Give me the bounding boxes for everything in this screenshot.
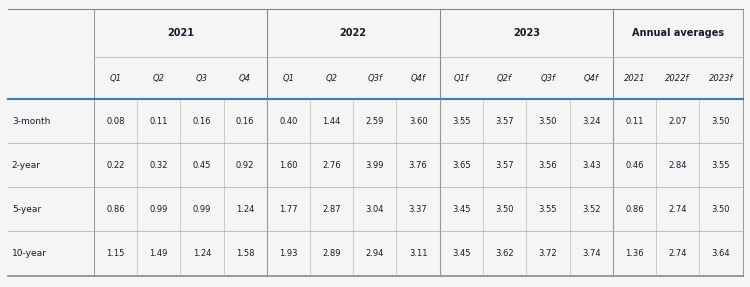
Text: 3.56: 3.56 bbox=[538, 161, 557, 170]
Text: 3.50: 3.50 bbox=[538, 117, 557, 126]
Text: Q4f: Q4f bbox=[584, 73, 598, 82]
Text: 2022: 2022 bbox=[340, 28, 367, 38]
Text: 0.86: 0.86 bbox=[106, 205, 124, 214]
Text: Q1f: Q1f bbox=[454, 73, 469, 82]
Text: 1.24: 1.24 bbox=[193, 249, 211, 258]
Text: 2021: 2021 bbox=[624, 73, 645, 82]
Text: 1.44: 1.44 bbox=[322, 117, 340, 126]
Text: 0.99: 0.99 bbox=[149, 205, 168, 214]
Text: 3.74: 3.74 bbox=[582, 249, 601, 258]
Text: 3.11: 3.11 bbox=[409, 249, 428, 258]
Text: 2021: 2021 bbox=[166, 28, 194, 38]
Text: 0.92: 0.92 bbox=[236, 161, 254, 170]
Text: 1.60: 1.60 bbox=[279, 161, 298, 170]
Text: 3.04: 3.04 bbox=[366, 205, 384, 214]
Text: Q4: Q4 bbox=[239, 73, 251, 82]
Text: 2023: 2023 bbox=[513, 28, 540, 38]
Text: Q1: Q1 bbox=[282, 73, 294, 82]
Text: 0.45: 0.45 bbox=[193, 161, 211, 170]
Text: Q3: Q3 bbox=[196, 73, 208, 82]
Text: Q2: Q2 bbox=[153, 73, 165, 82]
Text: 2.76: 2.76 bbox=[322, 161, 341, 170]
Text: 2023f: 2023f bbox=[709, 73, 733, 82]
Text: 2.89: 2.89 bbox=[322, 249, 340, 258]
Text: 0.16: 0.16 bbox=[193, 117, 211, 126]
Text: 3.60: 3.60 bbox=[409, 117, 428, 126]
Text: 3.50: 3.50 bbox=[495, 205, 514, 214]
Text: 3.50: 3.50 bbox=[712, 205, 730, 214]
Text: 3.57: 3.57 bbox=[495, 161, 514, 170]
Text: 3.57: 3.57 bbox=[495, 117, 514, 126]
Text: 0.99: 0.99 bbox=[193, 205, 211, 214]
Text: Annual averages: Annual averages bbox=[632, 28, 724, 38]
Text: 1.15: 1.15 bbox=[106, 249, 124, 258]
Text: 3.45: 3.45 bbox=[452, 249, 471, 258]
Text: Q2: Q2 bbox=[326, 73, 338, 82]
Text: 3.72: 3.72 bbox=[538, 249, 557, 258]
Text: 1.36: 1.36 bbox=[625, 249, 644, 258]
Text: 1.77: 1.77 bbox=[279, 205, 298, 214]
Text: 3-month: 3-month bbox=[12, 117, 50, 126]
Text: 5-year: 5-year bbox=[12, 205, 41, 214]
Text: Q3f: Q3f bbox=[368, 73, 382, 82]
Text: Q3f: Q3f bbox=[540, 73, 555, 82]
Text: 3.52: 3.52 bbox=[582, 205, 600, 214]
Text: 3.99: 3.99 bbox=[366, 161, 384, 170]
Text: 3.55: 3.55 bbox=[452, 117, 471, 126]
Text: 3.24: 3.24 bbox=[582, 117, 600, 126]
Text: 2.87: 2.87 bbox=[322, 205, 341, 214]
Text: 2.74: 2.74 bbox=[668, 205, 687, 214]
Text: 3.37: 3.37 bbox=[409, 205, 428, 214]
Text: 10-year: 10-year bbox=[12, 249, 46, 258]
Text: 1.24: 1.24 bbox=[236, 205, 254, 214]
Text: 1.58: 1.58 bbox=[236, 249, 254, 258]
Text: Q4f: Q4f bbox=[411, 73, 426, 82]
Text: 2.94: 2.94 bbox=[366, 249, 384, 258]
Text: Q2f: Q2f bbox=[497, 73, 512, 82]
Text: 0.16: 0.16 bbox=[236, 117, 254, 126]
Text: 3.55: 3.55 bbox=[538, 205, 557, 214]
Text: 2.07: 2.07 bbox=[668, 117, 687, 126]
Text: Q1: Q1 bbox=[110, 73, 122, 82]
Text: 3.62: 3.62 bbox=[495, 249, 514, 258]
Text: 0.40: 0.40 bbox=[279, 117, 298, 126]
Text: 0.08: 0.08 bbox=[106, 117, 124, 126]
Text: 3.64: 3.64 bbox=[712, 249, 730, 258]
Text: 3.50: 3.50 bbox=[712, 117, 730, 126]
Text: 3.76: 3.76 bbox=[409, 161, 428, 170]
Text: 0.22: 0.22 bbox=[106, 161, 124, 170]
Text: 1.93: 1.93 bbox=[279, 249, 298, 258]
Text: 3.43: 3.43 bbox=[582, 161, 601, 170]
Text: 2-year: 2-year bbox=[12, 161, 40, 170]
Text: 1.49: 1.49 bbox=[149, 249, 168, 258]
Text: 0.11: 0.11 bbox=[149, 117, 168, 126]
Text: 0.32: 0.32 bbox=[149, 161, 168, 170]
Text: 3.65: 3.65 bbox=[452, 161, 471, 170]
Text: 3.45: 3.45 bbox=[452, 205, 471, 214]
Text: 0.46: 0.46 bbox=[626, 161, 644, 170]
Text: 3.55: 3.55 bbox=[712, 161, 730, 170]
Text: 2.59: 2.59 bbox=[366, 117, 384, 126]
Text: 0.86: 0.86 bbox=[625, 205, 644, 214]
Text: 2022f: 2022f bbox=[665, 73, 690, 82]
Text: 2.84: 2.84 bbox=[668, 161, 687, 170]
Text: 2.74: 2.74 bbox=[668, 249, 687, 258]
Text: 0.11: 0.11 bbox=[626, 117, 644, 126]
